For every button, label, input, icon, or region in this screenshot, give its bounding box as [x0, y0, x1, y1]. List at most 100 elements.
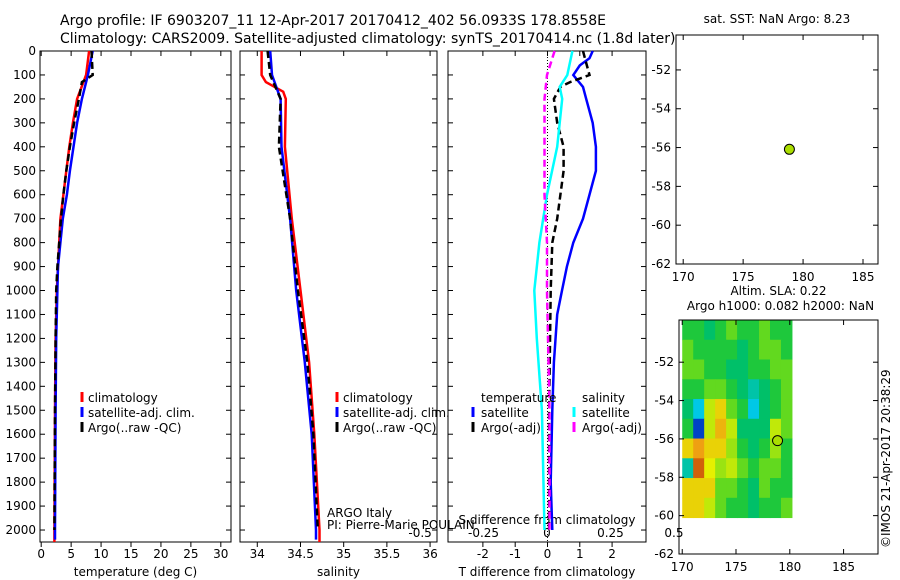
sla-cell [682, 418, 694, 440]
y-tick-label: 2000 [5, 523, 36, 537]
sla-cell [726, 478, 738, 499]
x-tick-label: 180 [778, 560, 801, 574]
sla-cell [770, 418, 782, 440]
x-tick-label: 25 [183, 547, 198, 561]
y-tick-label: 900 [13, 260, 36, 274]
y-tick-label: 700 [13, 212, 36, 226]
series-line-satellite-adj--clim- [268, 50, 318, 540]
sla-cell [726, 320, 738, 341]
y-tick-label: 1700 [5, 451, 36, 465]
sla-cell [770, 320, 782, 341]
x-tick-label: 15 [123, 547, 138, 561]
x-tick-label: 34 [250, 547, 265, 561]
sla-cell [704, 418, 716, 440]
y-tick-label: 800 [13, 236, 36, 250]
sla-cell [770, 438, 782, 459]
x2-tick-label: 0.5 [664, 526, 683, 540]
sla-cell [693, 478, 705, 499]
x-tick-label: 185 [852, 270, 875, 284]
sla-cell [770, 478, 782, 499]
sla-cell [780, 438, 793, 459]
series-line-s-satellite [533, 50, 574, 531]
sla-cell [780, 379, 793, 400]
argo-position-marker [783, 143, 795, 155]
sla-cell [759, 359, 771, 380]
sla-cell [726, 379, 738, 400]
y-tick-label: 1400 [5, 379, 36, 393]
sla-cell [759, 379, 771, 400]
sla-cell [715, 379, 727, 400]
sla-cell [715, 497, 727, 519]
map-frame [675, 34, 879, 265]
x-tick-label: 0 [37, 547, 45, 561]
map-subtitle: Argo h1000: 0.082 h2000: NaN [687, 299, 874, 313]
y-tick-label: 1000 [5, 284, 36, 298]
sla-cell [737, 339, 749, 361]
sla-cell [704, 458, 716, 479]
x-tick-label: 30 [213, 547, 228, 561]
x-tick-label: 36 [422, 547, 437, 561]
sla-cell [737, 320, 749, 341]
sla-cell [693, 458, 705, 479]
legend-label: Argo(-adj) [481, 421, 541, 435]
sla-cell [737, 458, 749, 479]
sla-cell [780, 399, 793, 420]
sla-cell [759, 418, 771, 440]
y-tick-label: -52 [654, 355, 674, 369]
legend-label: satellite-adj. clim. [343, 406, 450, 420]
title-line1: Argo profile: IF 6903207_11 12-Apr-2017 … [60, 13, 606, 29]
sla-cell [770, 379, 782, 400]
x-tick-label: 2 [608, 547, 616, 561]
series-line-t-argo--adj- [547, 50, 592, 530]
x-axis-label: salinity [317, 565, 360, 579]
legend-header: salinity [582, 391, 625, 405]
legend-label: climatology [343, 391, 413, 405]
y-tick-label: 200 [13, 92, 36, 106]
x-tick-label: 35 [336, 547, 351, 561]
sla-cell [704, 320, 716, 341]
sla-cell [737, 418, 749, 440]
sla-cell [693, 359, 705, 380]
sla-cell [737, 497, 749, 519]
sla-cell [704, 359, 716, 380]
y-tick-label: 300 [13, 116, 36, 130]
sla-cell [748, 379, 760, 400]
sla-cell [704, 497, 716, 519]
sla-cell [715, 399, 727, 420]
sla-cell [748, 359, 760, 380]
y-tick-label: 1200 [5, 331, 36, 345]
sla-cell [737, 379, 749, 400]
y-tick-label: -62 [654, 547, 674, 561]
x-tick-label: 175 [725, 560, 748, 574]
x2-tick-label: 0 [543, 526, 551, 540]
x2-tick-label: -0.5 [408, 526, 431, 540]
sla-cell [780, 478, 793, 499]
sla-cell [770, 339, 782, 361]
y-tick-label: 1600 [5, 427, 36, 441]
sla-cell [748, 438, 760, 459]
sla-cell [726, 359, 738, 380]
x-tick-label: 5 [67, 547, 75, 561]
x-tick-label: -1 [509, 547, 521, 561]
plot-frame-temperature [39, 50, 232, 543]
y-tick-label: 1300 [5, 355, 36, 369]
y-tick-label: 100 [13, 68, 36, 82]
y-tick-label: -60 [654, 509, 674, 523]
sla-cell [726, 497, 738, 519]
sla-cell [704, 478, 716, 499]
sla-cell [780, 418, 793, 440]
sla-cell [693, 339, 705, 361]
y-tick-label: 600 [13, 188, 36, 202]
plot-frame-salinity [239, 50, 438, 543]
sla-cell [704, 379, 716, 400]
sla-cell [715, 478, 727, 499]
legend-label: Argo(-adj) [582, 421, 642, 435]
sla-cell [715, 418, 727, 440]
legend-label: Argo(..raw -QC) [343, 421, 436, 435]
sla-cell [726, 399, 738, 420]
sla-cell [693, 497, 705, 519]
sla-cell [759, 478, 771, 499]
legend-header: temperature [481, 391, 556, 405]
sla-cell [748, 478, 760, 499]
x-tick-label: 175 [732, 270, 755, 284]
